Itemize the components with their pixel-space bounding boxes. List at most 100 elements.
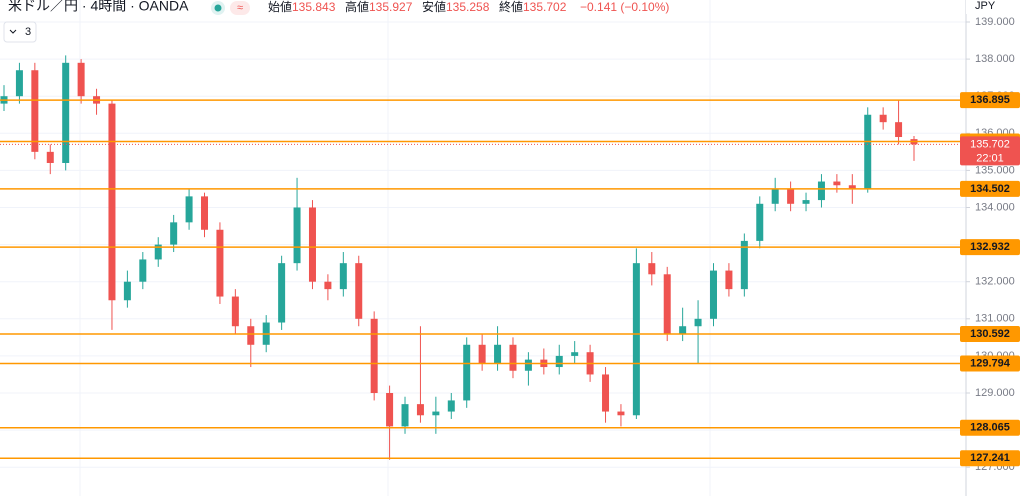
candle-body [555,355,563,368]
candle-body [370,318,378,394]
level-label-bg [960,180,1020,197]
currency-bg [966,0,1024,14]
candle-body [139,259,147,282]
candle-body [463,344,471,401]
candle-body [308,207,316,282]
level-label-bg [960,92,1020,109]
candle-body [848,185,856,189]
low-label: 安値 [422,0,446,14]
candle-body [201,196,209,230]
candle-body [817,181,825,201]
level-label: 127.241 [970,452,1010,464]
candle-body [771,188,779,204]
plot-layer [0,55,966,460]
level-label: 128.065 [970,422,1010,434]
candle-body [15,70,23,97]
candle-body [740,240,748,290]
symbol-title: 米ドル／円 · 4時間 · OANDA [8,0,189,14]
level-label: 134.502 [970,183,1010,195]
candle-body [62,62,70,163]
candle-body [432,411,440,416]
ohlc-legend: 始値 135.843 高値 135.927 安値 135.258 終値 135.… [268,0,669,14]
candle-body [77,62,85,97]
candle-body [602,374,610,412]
candle-body [787,188,795,204]
level-label: 132.932 [970,241,1010,253]
candle-body [632,263,640,416]
candle-body [231,296,239,327]
open-value: 135.843 [292,0,336,14]
low-value: 135.258 [446,0,490,14]
grid-layer [0,0,966,496]
candle-body [170,222,178,245]
candle-body [895,122,903,138]
candle-body [386,393,394,427]
candle-body [46,151,54,163]
candle-body [494,344,502,364]
candle-body [108,103,116,301]
chevron [9,29,17,34]
candle-body [31,70,39,152]
level-label: 136.895 [970,94,1010,106]
level-label-bg [960,239,1020,256]
candle-body [509,344,517,371]
last-price-label: 135.702 [970,138,1010,150]
level-label-bg [960,419,1020,436]
candle-body [185,196,193,223]
y-tick-label: 132.000 [975,276,1015,288]
candle-body [123,281,131,301]
candle-body [447,400,455,412]
candle-body [756,203,764,241]
candle-body [679,326,687,334]
candle-body [879,114,887,123]
candle-body [216,229,224,297]
level-label: 130.592 [970,328,1010,340]
level-label-bg [960,355,1020,372]
y-tick-label: 134.000 [975,201,1015,213]
candle-body [355,263,363,319]
open-label: 始値 [268,0,292,14]
candle-body [663,274,671,334]
alert-button[interactable] [230,1,250,15]
currency[interactable]: JPY [975,0,996,12]
candle-body [524,359,532,371]
level-label-bg [960,450,1020,467]
indicator-toggle[interactable] [3,21,37,43]
price-scale: 127.000128.000129.000130.000131.000132.0… [960,16,1020,473]
candle-body [833,181,841,186]
countdown: 22:01 [976,152,1004,164]
status-dot [214,4,222,12]
close-label: 終値 [499,0,523,14]
candle-body [725,270,733,290]
level-label: 129.794 [970,357,1011,369]
candle-body [802,200,810,204]
last-price-bg [960,136,1020,166]
alert-icon: ≈ [237,2,243,14]
candle-body [401,404,409,427]
level-label-bg [960,325,1020,342]
candle-body [648,263,656,275]
candle-body [478,344,486,364]
candle-body [571,352,579,356]
candle-body [694,318,702,327]
candle-body [709,270,717,319]
candle-body [154,244,162,260]
candle-body [864,114,872,189]
y-tick-label: 131.000 [975,313,1015,325]
candle-body [278,263,286,323]
high-value: 135.927 [369,0,413,14]
candle-body [324,281,332,290]
candle-body [293,207,301,264]
close-value: 135.702 [523,0,567,14]
y-tick-label: 138.000 [975,53,1015,65]
y-tick-label: 135.000 [975,164,1015,176]
candle-body [339,263,347,290]
change: −0.141 (−0.10%) [580,0,669,14]
high-label: 高値 [345,0,369,14]
y-tick-label: 139.000 [975,16,1015,28]
y-tick-label: 129.000 [975,387,1015,399]
candle-body [416,404,424,416]
candle-body [617,411,625,416]
